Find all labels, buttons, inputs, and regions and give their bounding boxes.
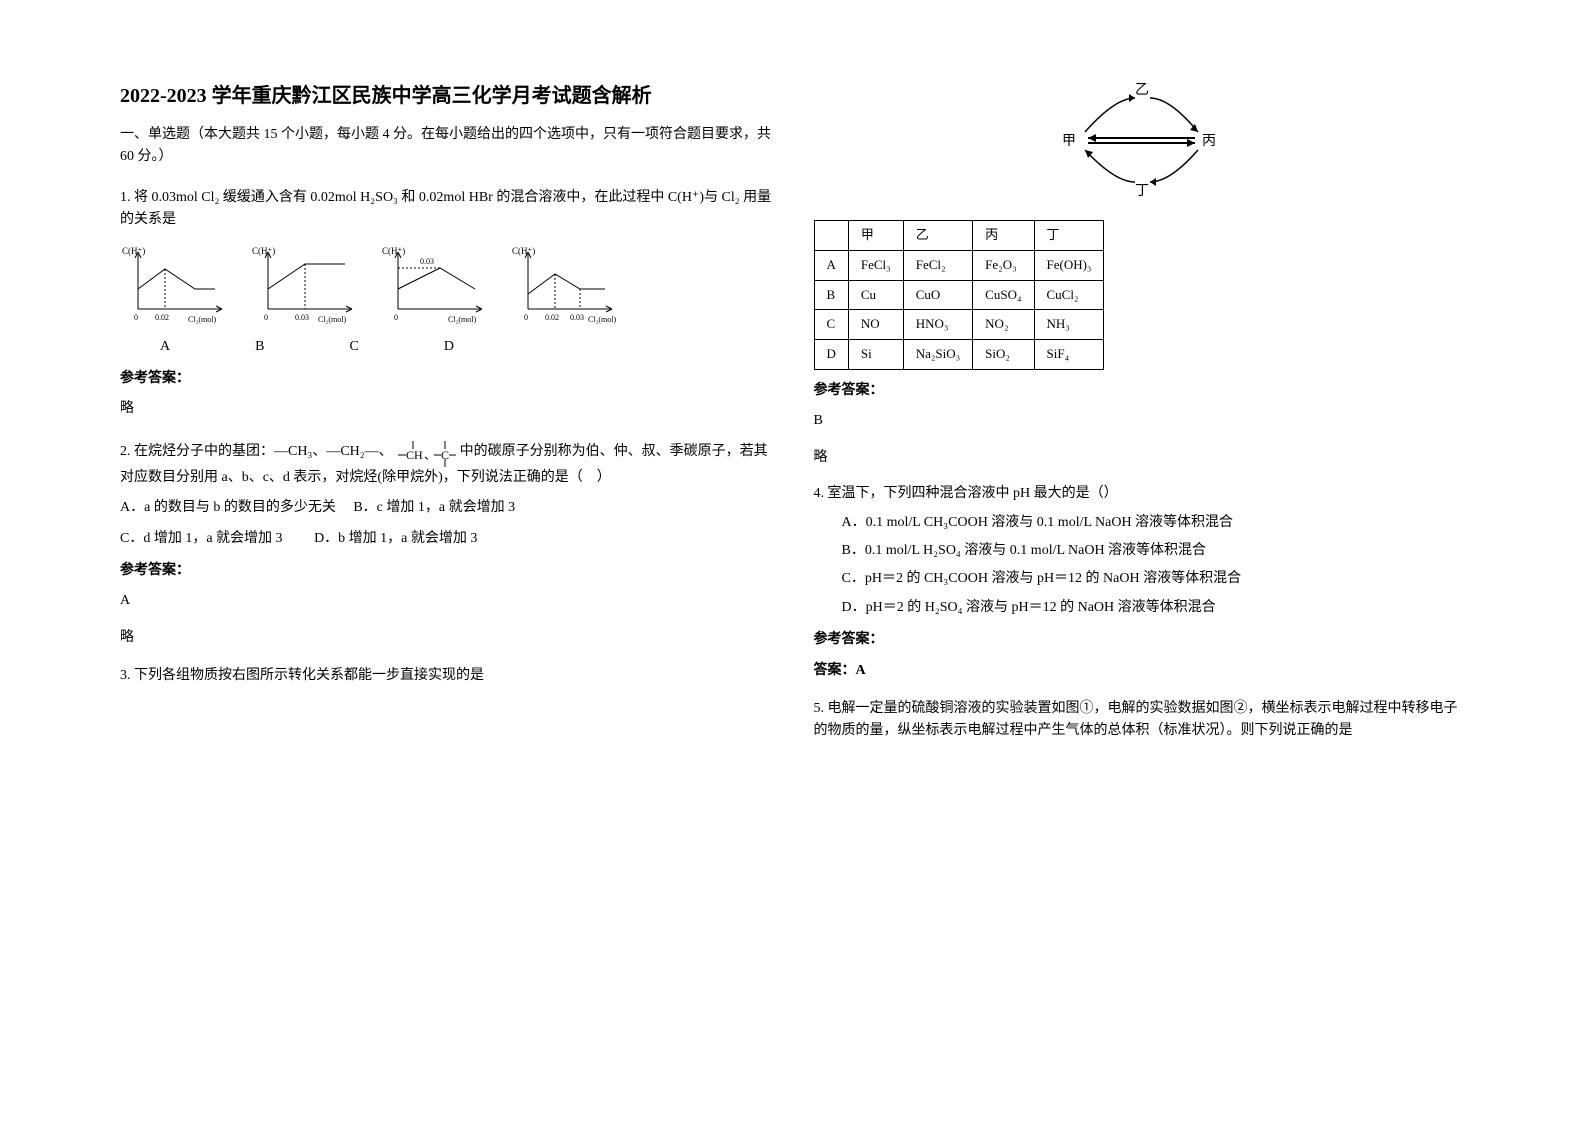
q4-answer-prefix: 答案： bbox=[814, 663, 856, 678]
q3-text: 3. 下列各组物质按右图所示转化关系都能一步直接实现的是 bbox=[120, 665, 774, 687]
label-b: B bbox=[255, 336, 264, 358]
chart-d-tick2: 0.03 bbox=[570, 313, 584, 322]
th-ding: 丁 bbox=[1034, 221, 1104, 251]
q1-charts-row: C(H⁺) 0 0.02 Cl₂(mol) C(H⁺) bbox=[120, 244, 774, 324]
chart-b-ylabel: C(H⁺) bbox=[252, 246, 275, 256]
table-header-row: 甲 乙 丙 丁 bbox=[814, 221, 1104, 251]
q2-answer: 略 bbox=[120, 627, 774, 649]
th-bing: 丙 bbox=[973, 221, 1034, 251]
th-yi: 乙 bbox=[903, 221, 972, 251]
th-blank bbox=[814, 221, 848, 251]
chart-a-origin: 0 bbox=[134, 313, 138, 322]
question-5: 5. 电解一定量的硫酸铜溶液的实验装置如图①，电解的实验数据如图②，横坐标表示电… bbox=[814, 698, 1468, 743]
q3-answer: 略 bbox=[814, 447, 1468, 469]
q2-optC: C．d 增加 1，a 就会增加 3 bbox=[120, 531, 283, 546]
q3-answer-label: 参考答案： bbox=[814, 380, 1468, 402]
q2-options-cd: C．d 增加 1，a 就会增加 3 D．b 增加 1，a 就会增加 3 bbox=[120, 528, 774, 550]
q4-optB: B．0.1 mol/L H₂SO₄ 溶液与 0.1 mol/L NaOH 溶液等… bbox=[842, 540, 1468, 562]
q4-text: 4. 室温下，下列四种混合溶液中 pH 最大的是（） bbox=[814, 483, 1468, 505]
q4-answer-letter: A bbox=[856, 663, 866, 678]
chart-c-xlabel: Cl₂(mol) bbox=[448, 315, 476, 324]
section-intro: 一、单选题（本大题共 15 个小题，每小题 4 分。在每小题给出的四个选项中，只… bbox=[120, 124, 774, 169]
diag-right: 丙 bbox=[1202, 134, 1216, 149]
chart-letter-labels: A B C D bbox=[160, 336, 774, 358]
q1-text: 1. 将 0.03mol Cl₂ 缓缓通入含有 0.02mol H₂SO₃ 和 … bbox=[120, 187, 774, 232]
question-1: 1. 将 0.03mol Cl₂ 缓缓通入含有 0.02mol H₂SO₃ 和 … bbox=[120, 187, 774, 421]
chart-b-xlabel: Cl₂(mol) bbox=[318, 315, 346, 324]
th-jia: 甲 bbox=[848, 221, 903, 251]
chart-d-tick1: 0.02 bbox=[545, 313, 559, 322]
diag-top: 乙 bbox=[1135, 82, 1149, 98]
chart-b: C(H⁺) 0 0.03 Cl₂(mol) bbox=[250, 244, 360, 324]
chart-b-tick: 0.03 bbox=[295, 313, 309, 322]
question-3-text: 3. 下列各组物质按右图所示转化关系都能一步直接实现的是 bbox=[120, 665, 774, 687]
q1-answer: 略 bbox=[120, 398, 774, 420]
q2-text: 2. 在烷烃分子中的基团：—CH₃、—CH₂—、 CH 、 C 中的碳原子分别称… bbox=[120, 437, 774, 489]
q1-answer-label: 参考答案： bbox=[120, 368, 774, 390]
exam-title: 2022-2023 学年重庆黔江区民族中学高三化学月考试题含解析 bbox=[120, 80, 774, 112]
q2-options-ab: A．a 的数目与 b 的数目的多少无关 B．c 增加 1，a 就会增加 3 bbox=[120, 497, 774, 519]
question-4: 4. 室温下，下列四种混合溶液中 pH 最大的是（） A．0.1 mol/L C… bbox=[814, 483, 1468, 682]
left-column: 2022-2023 学年重庆黔江区民族中学高三化学月考试题含解析 一、单选题（本… bbox=[100, 80, 794, 1042]
q2-optA: A．a 的数目与 b 的数目的多少无关 bbox=[120, 500, 336, 515]
q2-pre: 2. 在烷烃分子中的基团：—CH₃、—CH₂—、 bbox=[120, 444, 393, 459]
q2-answer-label: 参考答案： bbox=[120, 560, 774, 582]
chart-a-tick: 0.02 bbox=[155, 313, 169, 322]
chart-c: C(H⁺) 0.03 0 Cl₂(mol) bbox=[380, 244, 490, 324]
table-row: C NO HNO₃ NO₂ NH₃ bbox=[814, 310, 1104, 340]
chart-b-origin: 0 bbox=[264, 313, 268, 322]
q2-answer-letter: A bbox=[120, 590, 774, 612]
chart-ylabel: C(H⁺) bbox=[122, 246, 145, 256]
q2-optB: B．c 增加 1，a 就会增加 3 bbox=[353, 500, 515, 515]
chart-d-ylabel: C(H⁺) bbox=[512, 246, 535, 256]
q3-table: 甲 乙 丙 丁 A FeCl₃ FeCl₂ Fe₂O₃ Fe(OH)₃ B Cu… bbox=[814, 220, 1105, 370]
chart-c-ylabel: C(H⁺) bbox=[382, 246, 405, 256]
chart-c-origin: 0 bbox=[394, 313, 398, 322]
svg-text:CH: CH bbox=[406, 448, 423, 462]
question-2: 2. 在烷烃分子中的基团：—CH₃、—CH₂—、 CH 、 C 中的碳原子分别称… bbox=[120, 437, 774, 649]
right-column: 乙 甲 丙 丁 甲 乙 丙 丁 bbox=[794, 80, 1488, 1042]
q4-optC: C．pH＝2 的 CH₃COOH 溶液与 pH＝12 的 NaOH 溶液等体积混… bbox=[842, 568, 1468, 590]
table-row: B Cu CuO CuSO₄ CuCl₂ bbox=[814, 280, 1104, 310]
chart-a-xlabel: Cl₂(mol) bbox=[188, 315, 216, 324]
diag-left: 甲 bbox=[1062, 134, 1076, 149]
table-row: D Si Na₂SiO₃ SiO₂ SiF₄ bbox=[814, 340, 1104, 370]
chart-c-top-tick: 0.03 bbox=[420, 257, 434, 266]
chart-d-xlabel: Cl₂(mol) bbox=[588, 315, 616, 324]
q5-text: 5. 电解一定量的硫酸铜溶液的实验装置如图①，电解的实验数据如图②，横坐标表示电… bbox=[814, 698, 1468, 743]
label-c: C bbox=[349, 336, 358, 358]
label-a: A bbox=[160, 336, 170, 358]
q3-diagram: 乙 甲 丙 丁 bbox=[1040, 80, 1240, 200]
label-d: D bbox=[444, 336, 454, 358]
q4-answer-line: 答案：A bbox=[814, 660, 1468, 682]
diag-bottom: 丁 bbox=[1135, 184, 1149, 199]
chem-group-icon: CH 、 C bbox=[396, 437, 456, 467]
chart-d-origin: 0 bbox=[524, 313, 528, 322]
table-row: A FeCl₃ FeCl₂ Fe₂O₃ Fe(OH)₃ bbox=[814, 250, 1104, 280]
q2-optD: D．b 增加 1，a 就会增加 3 bbox=[314, 531, 477, 546]
q4-optA: A．0.1 mol/L CH₃COOH 溶液与 0.1 mol/L NaOH 溶… bbox=[842, 512, 1468, 534]
q4-optD: D．pH＝2 的 H₂SO₄ 溶液与 pH＝12 的 NaOH 溶液等体积混合 bbox=[842, 597, 1468, 619]
chart-d: C(H⁺) 0 0.02 0.03 Cl₂(mol) bbox=[510, 244, 620, 324]
q3-answer-letter: B bbox=[814, 410, 1468, 432]
q4-answer-label: 参考答案： bbox=[814, 629, 1468, 651]
chart-a: C(H⁺) 0 0.02 Cl₂(mol) bbox=[120, 244, 230, 324]
